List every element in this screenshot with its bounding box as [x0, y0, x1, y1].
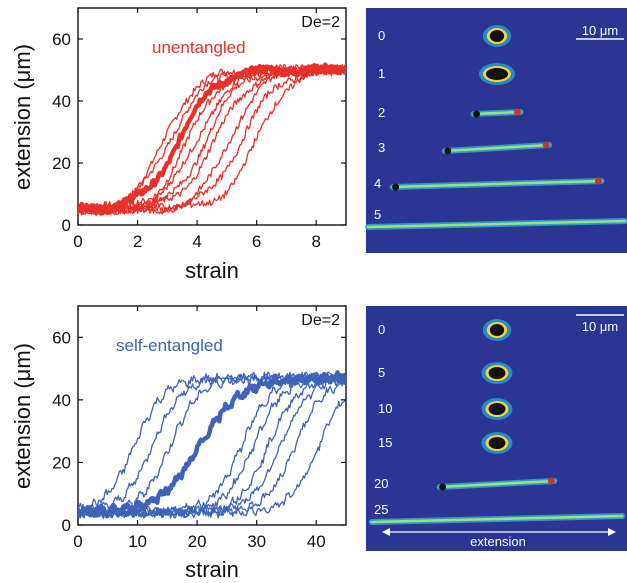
y-tick-label: 60 — [52, 30, 71, 49]
molecule-core — [488, 367, 506, 379]
molecule-strand — [366, 219, 627, 229]
x-tick-label: 30 — [247, 532, 266, 551]
x-tick-label: 8 — [311, 232, 320, 251]
molecule-end — [473, 110, 481, 118]
y-tick-label: 20 — [52, 154, 71, 173]
molecule-end — [547, 477, 555, 485]
series-label: self-entangled — [116, 336, 223, 355]
molecule-frame: 5 — [365, 207, 627, 230]
molecule-strand — [370, 514, 624, 524]
x-axis-title: strain — [185, 557, 239, 582]
frame-label: 5 — [378, 365, 385, 380]
frame-label: 20 — [374, 476, 388, 491]
molecule-end — [392, 183, 400, 191]
molecule-core — [488, 437, 506, 449]
unentangled-micrograph: 10 μm 0 1 2 3 4 5 — [365, 8, 627, 253]
micrograph-background — [366, 306, 627, 551]
x-ticks: 0 2 4 6 8 — [73, 8, 321, 251]
frames: 0 5 10 15 20 25 — [368, 319, 626, 525]
y-tick-label: 20 — [52, 453, 71, 472]
frame-label: 1 — [378, 66, 385, 81]
molecule-strand — [443, 143, 551, 153]
unentangled-chart: 0 2 4 6 8 0 20 40 60 unentangled De=2 strain ex… — [10, 7, 347, 283]
molecule-frame: 0 — [378, 319, 512, 341]
molecule-core — [488, 403, 506, 415]
x-ticks: 0 10 20 30 40 — [73, 306, 326, 551]
annotation: De=2 — [301, 312, 340, 329]
molecule-core — [485, 68, 509, 80]
molecule-frame: 25 — [368, 502, 626, 525]
x-tick-label: 10 — [128, 532, 147, 551]
x-axis-title: strain — [185, 258, 239, 283]
x-tick-label: 20 — [188, 532, 207, 551]
y-tick-label: 40 — [52, 391, 71, 410]
molecule-end — [513, 108, 521, 116]
frame-label: 0 — [378, 28, 385, 43]
frame-label: 10 — [378, 401, 392, 416]
molecule-frame: 1 — [378, 63, 516, 85]
frame-label: 3 — [378, 140, 385, 155]
series-label: unentangled — [152, 38, 246, 57]
series-line — [78, 399, 346, 519]
molecule-frame: 15 — [378, 432, 513, 454]
molecule-end — [594, 177, 602, 185]
self-entangled-chart: 0 10 20 30 40 0 20 40 60 self-entangled De=2 st… — [10, 305, 347, 582]
molecule-frame: 0 — [378, 25, 512, 47]
molecule-frame: 20 — [374, 476, 558, 491]
curves — [78, 62, 346, 216]
y-axis-title: extension (μm) — [10, 44, 35, 190]
frame-label: 25 — [374, 502, 388, 517]
y-axis-title: extension (μm) — [10, 343, 35, 489]
frame-label: 15 — [378, 435, 392, 450]
frame-label: 0 — [378, 322, 385, 337]
molecule-strand — [472, 110, 522, 116]
molecule-strand — [391, 179, 603, 189]
frame-label: 2 — [378, 105, 385, 120]
y-tick-label: 60 — [52, 328, 71, 347]
y-ticks: 0 20 40 60 — [52, 328, 346, 535]
scale-bar-label: 10 μm — [582, 23, 618, 38]
frames: 0 1 2 3 4 5 — [365, 25, 627, 230]
arrow-left-icon — [382, 528, 390, 536]
molecule-end — [542, 141, 550, 149]
series-line — [78, 64, 346, 215]
series-line — [78, 65, 346, 216]
series-line — [78, 64, 346, 216]
frame-label: 4 — [374, 176, 381, 191]
extension-label: extension — [470, 534, 526, 549]
molecule-strand — [438, 479, 556, 489]
molecule-core — [489, 324, 505, 336]
x-tick-label: 4 — [192, 232, 201, 251]
x-tick-label: 40 — [307, 532, 326, 551]
x-tick-label: 0 — [73, 532, 82, 551]
x-tick-label: 0 — [73, 232, 82, 251]
scale-bar-label: 10 μm — [582, 319, 618, 334]
plot-frame — [77, 305, 347, 526]
molecule-frame: 4 — [374, 176, 605, 191]
molecule-core — [489, 30, 505, 42]
molecule-frame: 2 — [378, 105, 524, 120]
arrow-right-icon — [608, 528, 616, 536]
series-line — [78, 67, 346, 216]
molecule-frame: 3 — [378, 140, 553, 155]
y-ticks: 0 20 40 60 — [52, 30, 346, 235]
frame-label: 5 — [374, 207, 381, 222]
y-tick-label: 40 — [52, 92, 71, 111]
molecule-end — [444, 147, 452, 155]
series-line — [78, 380, 346, 519]
annotation: De=2 — [301, 14, 340, 31]
x-tick-label: 6 — [252, 232, 261, 251]
y-tick-label: 0 — [62, 216, 71, 235]
x-tick-label: 2 — [133, 232, 142, 251]
self-entangled-micrograph: 10 μm 0 5 10 15 20 25 extension — [366, 306, 627, 551]
y-tick-label: 0 — [62, 516, 71, 535]
micrograph-background — [366, 8, 627, 253]
molecule-end — [439, 483, 447, 491]
molecule-frame: 5 — [378, 362, 513, 384]
molecule-frame: 10 — [378, 398, 513, 420]
curves — [78, 370, 346, 519]
series-line — [78, 372, 346, 518]
